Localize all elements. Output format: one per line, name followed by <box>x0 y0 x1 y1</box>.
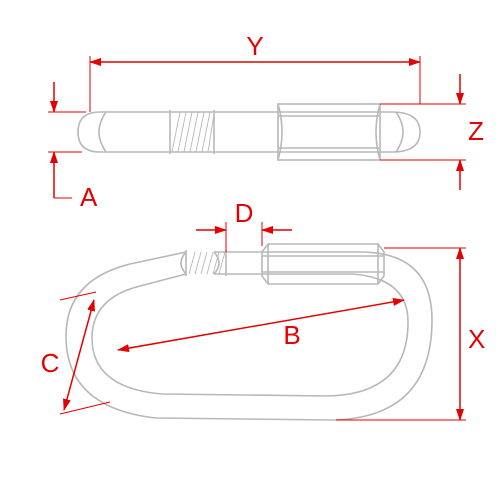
label-A: A <box>80 182 98 212</box>
side-view <box>78 104 420 160</box>
label-Y: Y <box>246 31 263 61</box>
thread-side <box>170 110 214 154</box>
label-C: C <box>41 348 60 378</box>
label-D: D <box>235 198 254 228</box>
nut-front <box>262 244 384 284</box>
dim-Y: Y <box>90 31 420 112</box>
label-Z: Z <box>468 116 484 146</box>
dim-B: B <box>118 300 404 350</box>
front-view <box>66 244 432 420</box>
dim-X: X <box>336 248 485 420</box>
technical-diagram: Y Z A D B <box>0 0 500 500</box>
dim-Z: Z <box>380 74 484 190</box>
label-B: B <box>283 320 300 350</box>
dimensions: Y Z A D B <box>41 31 486 420</box>
thread-front <box>186 250 226 276</box>
label-X: X <box>468 324 485 354</box>
